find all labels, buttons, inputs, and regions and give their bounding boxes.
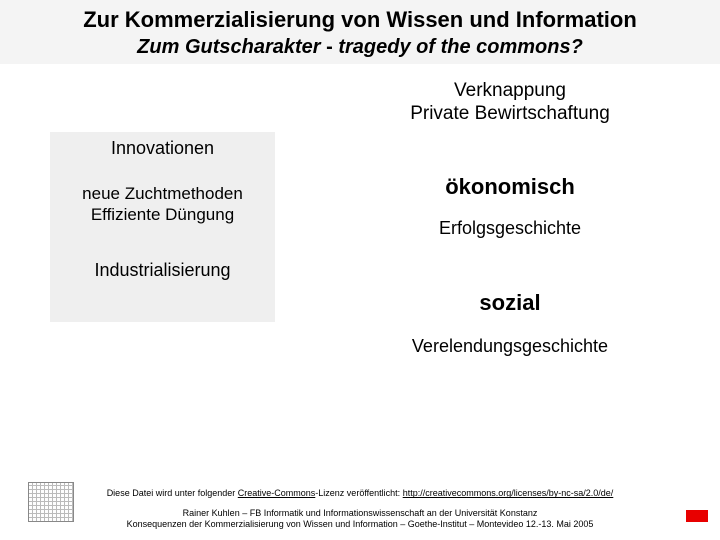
cc-license-line: Diese Datei wird unter folgender Creativ… <box>0 488 720 498</box>
cc-pre: Diese Datei wird unter folgender <box>107 488 238 498</box>
innovationen-heading: Innovationen <box>50 138 275 159</box>
attribution-line-1: Rainer Kuhlen – FB Informatik und Inform… <box>0 508 720 519</box>
private-bewirtschaftung-label: Private Bewirtschaftung <box>320 103 700 126</box>
cc-link-2[interactable]: http://creativecommons.org/licenses/by-n… <box>403 488 614 498</box>
cc-mid: -Lizenz veröffentlicht: <box>315 488 402 498</box>
top-right-block: Verknappung Private Bewirtschaftung <box>320 80 700 126</box>
title-line-1: Zur Kommerzialisierung von Wissen und In… <box>0 6 720 34</box>
innovationen-group: neue Zuchtmethoden Effiziente Düngung <box>50 183 275 226</box>
subtitle-dash: - <box>321 36 339 58</box>
title-line-2: Zum Gutscharakter - tragedy of the commo… <box>0 36 720 59</box>
industrialisierung-label: Industrialisierung <box>50 260 275 281</box>
footer: Diese Datei wird unter folgender Creativ… <box>0 488 720 530</box>
oekonomisch-heading: ökonomisch <box>320 174 700 200</box>
attribution-line-2: Konsequenzen der Kommerzialisierung von … <box>0 519 720 530</box>
subtitle-suffix: tragedy of the commons? <box>338 36 582 58</box>
sozial-heading: sozial <box>320 290 700 316</box>
duengung-label: Effiziente Düngung <box>50 204 275 225</box>
verelendung-label: Verelendungsgeschichte <box>320 336 700 357</box>
left-box: Innovationen neue Zuchtmethoden Effizien… <box>50 132 275 322</box>
slide: Zur Kommerzialisierung von Wissen und In… <box>0 0 720 540</box>
zuchtmethoden-label: neue Zuchtmethoden <box>50 183 275 204</box>
subtitle-prefix: Zum Gutscharakter <box>137 36 320 58</box>
cc-link-1[interactable]: Creative-Commons <box>238 488 316 498</box>
erfolgsgeschichte-label: Erfolgsgeschichte <box>320 218 700 239</box>
verknappung-label: Verknappung <box>320 80 700 103</box>
title-zone: Zur Kommerzialisierung von Wissen und In… <box>0 6 720 59</box>
